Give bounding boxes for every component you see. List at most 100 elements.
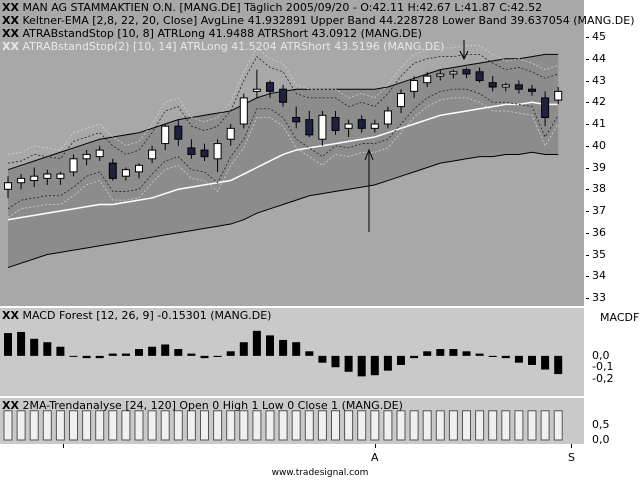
price-tick-label: 40 — [592, 138, 606, 152]
macd-bar — [357, 355, 366, 377]
macd-legend: XX MACD Forest [12, 26, 9] -0.15301 (MAN… — [2, 309, 271, 322]
candle-body — [148, 149, 157, 160]
macd-tick-label: -0,2 — [592, 371, 614, 385]
atr-legend: XX ATRABstandStop [10, 8] ATRLong 41.948… — [2, 27, 422, 40]
trend-bar — [448, 410, 458, 441]
macd-bar — [56, 346, 65, 356]
macd-bar — [69, 355, 78, 357]
candle-body — [4, 182, 12, 190]
macd-bar — [200, 355, 209, 359]
macd-bar — [30, 338, 39, 356]
candle-body — [436, 73, 445, 77]
candle-body — [108, 162, 117, 179]
trend-bar — [370, 410, 380, 441]
macd-bar — [187, 353, 196, 356]
price-tick — [586, 102, 589, 104]
price-tick-label: 35 — [592, 247, 606, 261]
macd-chart[interactable] — [0, 308, 584, 396]
candle-body — [69, 158, 78, 173]
trend-bar — [278, 410, 288, 441]
atr-stop-lower — [7, 88, 559, 210]
x-axis: A S — [0, 444, 640, 466]
trend-bar — [16, 410, 26, 441]
macd-bar — [148, 346, 157, 356]
trend-chart[interactable] — [0, 398, 584, 444]
price-tick — [586, 167, 589, 169]
annotation-arrow-up-head — [364, 148, 374, 161]
trend-bar — [69, 410, 78, 441]
trend-bar — [383, 410, 393, 441]
candle-body — [397, 93, 405, 108]
macd-bar — [370, 355, 379, 376]
price-chart-panel[interactable]: XX MAN AG STAMMAKTIEN O.N. [MANG.DE] Täg… — [0, 0, 635, 306]
macd-bar — [121, 353, 130, 356]
macd-bar — [239, 342, 248, 356]
keltner-legend-text: Keltner-EMA [2,8, 22, 20, Close] AvgLine… — [22, 14, 635, 27]
trend-bar — [173, 410, 183, 441]
x-tick — [63, 444, 64, 448]
candle-body — [95, 149, 104, 158]
keltner-lower-band — [7, 151, 559, 269]
atr2-stop-lower — [7, 97, 559, 218]
macd-bar — [135, 349, 143, 356]
macd-bar — [17, 331, 26, 356]
macd-bar — [82, 355, 91, 359]
macd-bar — [318, 355, 327, 363]
candle-body — [423, 75, 432, 84]
footer-url[interactable]: www.tradesignal.com — [271, 468, 369, 478]
trend-bar — [527, 410, 537, 441]
macd-bar — [514, 355, 523, 363]
macd-y-axis: MACDF 0,0 -0,1 -0,2 — [586, 308, 640, 396]
trend-bar — [147, 410, 157, 441]
macd-panel[interactable]: XX MACD Forest [12, 26, 9] -0.15301 (MAN… — [0, 308, 584, 396]
macd-bar — [331, 355, 340, 368]
trend-bar — [357, 410, 367, 441]
macd-bar — [344, 355, 353, 372]
macd-tick-label: -0,1 — [592, 360, 614, 374]
price-tick — [586, 80, 589, 82]
x-label-september: S — [568, 451, 575, 464]
price-y-axis: 45 44 43 42 41 40 39 38 37 36 35 34 33 — [586, 0, 640, 306]
price-tick-label: 42 — [592, 95, 606, 109]
trend-legend: XX 2MA-Trendanalyse [24, 120] Open 0 Hig… — [2, 399, 403, 412]
candle-body — [462, 69, 471, 75]
trend-bar — [304, 410, 314, 441]
macd-bar — [108, 353, 117, 356]
candle-body — [370, 123, 379, 129]
macd-bar — [488, 355, 497, 357]
trend-bar — [317, 410, 327, 441]
price-tick-label: 37 — [592, 204, 606, 217]
price-tick-label: 36 — [592, 225, 606, 239]
macd-bar — [4, 333, 12, 356]
trend-bar — [396, 410, 406, 441]
trend-panel[interactable]: XX 2MA-Trendanalyse [24, 120] Open 0 Hig… — [0, 398, 584, 444]
macd-bar — [397, 355, 405, 365]
macd-bar — [252, 330, 261, 356]
legend-prefix: XX — [2, 14, 19, 27]
atr2-legend-text: ATRABstandStop(2) [10, 14] ATRLong 41.52… — [22, 40, 445, 53]
price-tick — [586, 232, 589, 234]
candle-body — [187, 147, 196, 155]
trend-bar — [514, 410, 524, 441]
macd-bar — [279, 339, 288, 356]
legend-prefix: XX — [2, 1, 19, 14]
macd-bar — [541, 355, 550, 370]
keltner-avg-line — [7, 101, 559, 221]
candle-body — [449, 71, 458, 75]
trend-bar — [475, 410, 485, 441]
trend-bar — [42, 410, 52, 441]
trend-bar — [239, 410, 249, 441]
price-tick-label: 41 — [592, 117, 606, 130]
candle-body — [161, 125, 170, 145]
trend-bar — [553, 410, 563, 441]
trend-bar — [252, 410, 262, 441]
candle-body — [174, 125, 183, 140]
macd-bar — [226, 351, 235, 356]
trend-bar — [331, 410, 340, 441]
candle-body — [318, 114, 327, 140]
price-tick — [586, 58, 589, 60]
price-chart[interactable] — [0, 0, 584, 306]
trend-bar — [108, 410, 118, 441]
macd-bar — [174, 349, 183, 356]
price-tick-label: 38 — [592, 182, 606, 196]
